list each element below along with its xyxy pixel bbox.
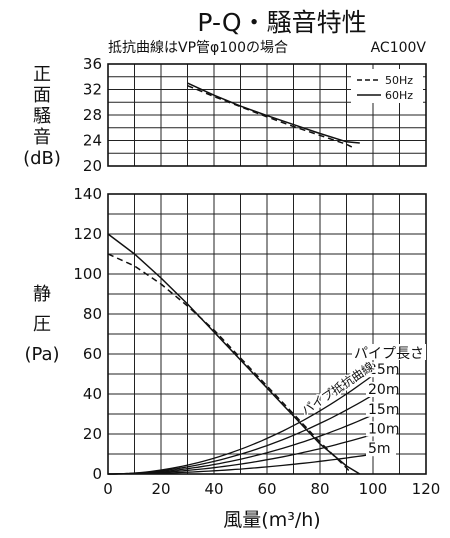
chart-title: P-Q・騒音特性 <box>197 8 366 37</box>
x-tick-label: 100 <box>359 480 388 498</box>
y-tick-label: 28 <box>83 106 102 124</box>
x-tick-label: 120 <box>412 480 441 498</box>
x-tick-label: 60 <box>257 480 276 498</box>
noise-series-50Hz <box>187 85 353 148</box>
resistance-label-bg <box>366 382 396 397</box>
y-axis-label: 正 <box>33 64 51 85</box>
y-tick-label: 32 <box>83 81 102 99</box>
plot-frame <box>107 63 427 167</box>
resistance-curve-label: 15m <box>368 402 399 418</box>
y-tick-label: 60 <box>83 345 102 363</box>
pq-series-dashed <box>107 253 353 475</box>
resistance-curve-label: 5m <box>368 441 391 457</box>
y-axis-label: 圧 <box>33 314 51 335</box>
y-axis-label: 静 <box>33 284 51 305</box>
legend-box <box>351 69 423 103</box>
x-tick-label: 0 <box>103 480 113 498</box>
resistance-curve-label: 10m <box>368 421 399 437</box>
resistance-label-bg <box>366 441 396 457</box>
pq-panel: 0 20 40 60 80 100 120 140 0 20 40 60 80 100 120 25m 20m 1… <box>24 185 440 498</box>
noise-series-60Hz <box>187 82 360 144</box>
resistance-curve-5m <box>108 453 374 475</box>
pq-series-solid <box>107 233 361 475</box>
x-tick-label: 40 <box>204 480 223 498</box>
resistance-curve-label: 25m <box>368 362 399 378</box>
group-label-bg <box>352 344 426 360</box>
chart-subtitle: 抵抗曲線はVP管φ100の場合 <box>108 40 288 56</box>
resistance-label-bg <box>366 401 396 417</box>
y-tick-label: 36 <box>83 55 102 73</box>
y-axis-label: (Pa) <box>24 344 59 365</box>
y-tick-label: 140 <box>73 185 102 203</box>
y-axis-label: 面 <box>33 85 51 106</box>
legend-label: 50Hz <box>385 74 413 87</box>
y-tick-label: 24 <box>83 132 102 150</box>
y-tick-label: 80 <box>83 305 102 323</box>
y-tick-label: 20 <box>83 157 102 175</box>
y-axis-label: (dB) <box>23 148 61 169</box>
resistance-curve-label: 20m <box>368 382 399 398</box>
y-tick-label: 120 <box>73 225 102 243</box>
resistance-curve-title: パイプ抵抗曲線 <box>298 359 376 418</box>
y-tick-label: 0 <box>92 465 102 483</box>
x-tick-label: 20 <box>151 480 170 498</box>
y-tick-label: 40 <box>83 385 102 403</box>
pipe-length-label: パイプ長さ <box>354 346 424 362</box>
y-axis-label: 騒 <box>33 106 51 127</box>
plot-frame <box>107 193 427 475</box>
y-tick-label: 100 <box>73 265 102 283</box>
x-tick-label: 80 <box>310 480 329 498</box>
y-tick-label: 20 <box>83 425 102 443</box>
y-axis-label: 音 <box>33 127 51 148</box>
legend-label: 60Hz <box>385 89 413 102</box>
x-axis-label: 風量(m³/h) <box>223 509 320 531</box>
power-supply-note: AC100V <box>371 40 427 56</box>
resistance-label-bg <box>366 362 396 378</box>
resistance-label-bg <box>366 421 396 437</box>
